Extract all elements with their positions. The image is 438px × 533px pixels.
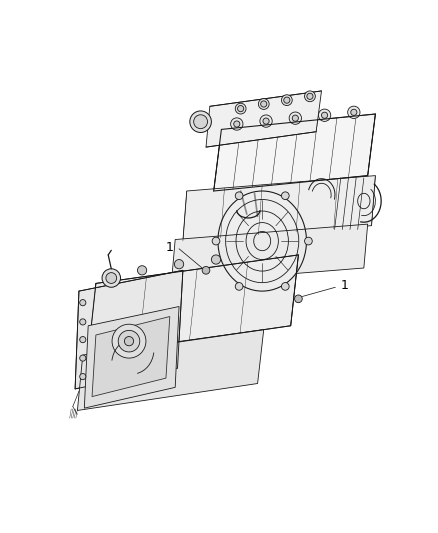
Circle shape: [304, 91, 315, 102]
Circle shape: [282, 192, 289, 199]
Circle shape: [282, 282, 289, 290]
Circle shape: [80, 355, 86, 361]
Circle shape: [202, 266, 210, 274]
Circle shape: [304, 237, 312, 245]
Circle shape: [294, 295, 302, 303]
Circle shape: [212, 255, 221, 264]
Circle shape: [138, 265, 147, 275]
Circle shape: [235, 103, 246, 114]
Polygon shape: [214, 114, 375, 191]
Circle shape: [282, 95, 292, 106]
Circle shape: [235, 282, 243, 290]
Circle shape: [174, 260, 184, 269]
Polygon shape: [78, 329, 264, 410]
Circle shape: [289, 112, 301, 124]
Circle shape: [321, 112, 328, 118]
Circle shape: [231, 118, 243, 130]
Circle shape: [106, 273, 117, 284]
Circle shape: [237, 106, 244, 112]
Circle shape: [80, 374, 86, 379]
Circle shape: [261, 101, 267, 107]
Circle shape: [80, 300, 86, 306]
Circle shape: [80, 319, 86, 325]
Circle shape: [212, 237, 220, 245]
Circle shape: [307, 93, 313, 99]
Polygon shape: [88, 255, 298, 355]
Circle shape: [80, 336, 86, 343]
Circle shape: [194, 115, 208, 128]
Circle shape: [124, 336, 134, 346]
Circle shape: [102, 269, 120, 287]
Circle shape: [112, 324, 146, 358]
Circle shape: [235, 192, 243, 199]
Circle shape: [263, 118, 269, 124]
Circle shape: [190, 111, 212, 133]
Circle shape: [284, 97, 290, 103]
Polygon shape: [85, 306, 179, 408]
Circle shape: [348, 106, 360, 118]
Polygon shape: [206, 91, 321, 147]
Polygon shape: [171, 224, 367, 284]
Circle shape: [258, 99, 269, 109]
Polygon shape: [92, 317, 170, 397]
Text: 1: 1: [166, 241, 174, 254]
Circle shape: [292, 115, 298, 121]
Text: 1: 1: [341, 279, 349, 292]
Circle shape: [351, 109, 357, 116]
Circle shape: [318, 109, 331, 122]
Circle shape: [234, 121, 240, 127]
Polygon shape: [183, 175, 375, 241]
Circle shape: [118, 330, 140, 352]
Polygon shape: [75, 270, 183, 389]
Circle shape: [260, 115, 272, 127]
